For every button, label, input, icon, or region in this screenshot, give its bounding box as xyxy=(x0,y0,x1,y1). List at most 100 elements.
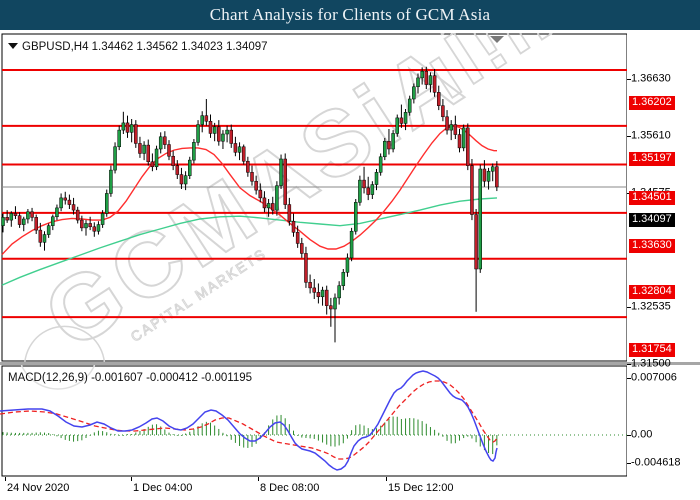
price-level-badge: 1.36202 xyxy=(629,96,675,110)
candle-bearish xyxy=(271,203,275,211)
candle-bearish xyxy=(150,161,155,168)
price-level-badge: 1.35197 xyxy=(629,151,675,166)
candle-bullish xyxy=(320,289,325,298)
candle-bearish xyxy=(250,172,254,182)
candle-bearish xyxy=(80,219,84,229)
time-axis-label: 1 Dec 04:00 xyxy=(133,482,193,494)
candle-bullish xyxy=(42,234,47,243)
candle-bearish xyxy=(163,136,167,145)
candle-bearish xyxy=(88,223,92,228)
candle-bearish xyxy=(179,174,184,185)
candle-bullish xyxy=(84,223,88,229)
price-axis-tick xyxy=(627,135,631,137)
candle-bearish xyxy=(254,180,258,191)
candle-bullish xyxy=(374,172,379,185)
candle-bullish xyxy=(121,122,126,131)
candle-bullish xyxy=(225,129,229,135)
candle-bearish xyxy=(246,160,250,173)
candle-bullish xyxy=(383,140,387,158)
candle-bearish xyxy=(482,168,487,182)
candle-bearish xyxy=(441,105,445,118)
candle-bullish xyxy=(9,213,14,221)
candle-bearish xyxy=(362,179,366,189)
candle-bearish xyxy=(295,232,300,244)
candle-bearish xyxy=(437,92,441,106)
time-axis-tick xyxy=(5,477,6,481)
candle-bullish xyxy=(449,124,453,131)
candle-bearish xyxy=(63,197,67,201)
symbol-dropdown-icon xyxy=(8,43,18,49)
candle-bearish xyxy=(262,197,267,209)
candle-bullish xyxy=(1,217,5,226)
candle-bullish xyxy=(188,159,192,176)
candle-bearish xyxy=(470,165,474,215)
candle-bearish xyxy=(300,243,304,254)
time-axis-tick xyxy=(131,477,132,481)
candle-bearish xyxy=(399,117,404,124)
macd-indicator-panel[interactable]: MACD(12,26,9) -0.001607 -0.000412 -0.001… xyxy=(0,365,627,477)
candle-bearish xyxy=(208,120,213,134)
candle-bullish xyxy=(395,117,399,134)
candle-bearish xyxy=(241,146,246,162)
candle-bearish xyxy=(71,204,76,211)
candle-bullish xyxy=(345,257,350,273)
candle-bullish xyxy=(354,202,358,232)
watermark-logo-circle-lower xyxy=(20,365,96,390)
price-axis-label: 1.36630 xyxy=(631,72,671,85)
price-axis-label: 1.32535 xyxy=(631,300,671,313)
candle-bullish xyxy=(200,115,204,125)
candle-bearish xyxy=(324,289,329,306)
macd-signal-line xyxy=(0,380,498,460)
candle-bullish xyxy=(407,98,412,113)
candle-bearish xyxy=(233,143,238,153)
candle-bearish xyxy=(316,292,321,298)
panel-splitter[interactable] xyxy=(0,362,700,365)
price-level-badge: 1.32804 xyxy=(629,284,675,299)
candle-bullish xyxy=(358,179,362,203)
candle-bullish xyxy=(59,197,63,209)
candle-bearish xyxy=(291,220,296,233)
candle-bullish xyxy=(403,112,408,124)
candle-bearish xyxy=(75,209,80,221)
candle-bullish xyxy=(196,124,200,143)
candle-bearish xyxy=(38,229,43,243)
candle-bearish xyxy=(217,126,221,142)
candle-bearish xyxy=(424,70,429,85)
candle-bullish xyxy=(378,156,383,173)
candle-bearish xyxy=(432,75,437,93)
time-axis-label: 24 Nov 2020 xyxy=(7,482,70,494)
candle-bullish xyxy=(420,70,424,79)
candle-bullish xyxy=(100,213,105,225)
candle-bearish xyxy=(312,287,316,293)
candle-bearish xyxy=(308,282,312,289)
candle-bullish xyxy=(26,211,30,220)
candle-bullish xyxy=(142,144,146,154)
candle-bearish xyxy=(17,215,22,225)
candle-bearish xyxy=(283,158,287,205)
candle-bearish xyxy=(13,213,18,216)
candle-bullish xyxy=(461,127,466,149)
candle-bullish xyxy=(416,77,420,88)
price-axis-label: 1.35610 xyxy=(631,129,671,142)
macd-axis-label: 0.007006 xyxy=(631,371,677,384)
candle-bearish xyxy=(445,116,449,131)
price-axis-label: 1.31500 xyxy=(631,357,671,370)
macd-axis-label: -0.004618 xyxy=(631,456,681,469)
candle-bearish xyxy=(5,217,9,221)
candle-bearish xyxy=(67,199,72,205)
candle-bullish xyxy=(237,146,242,153)
time-axis-tick xyxy=(386,477,387,481)
candle-bearish xyxy=(34,217,38,231)
candle-bearish xyxy=(474,214,478,270)
candle-bearish xyxy=(204,115,209,122)
candle-bullish xyxy=(341,272,346,286)
candle-bullish xyxy=(490,166,495,172)
chart-shift-marker-icon xyxy=(490,36,504,43)
macd-axis-label: 0.00 xyxy=(631,428,653,441)
watermark-logo-circle xyxy=(23,325,106,362)
candle-bearish xyxy=(167,144,171,157)
candle-bullish xyxy=(117,129,121,148)
candle-bearish xyxy=(329,305,333,310)
